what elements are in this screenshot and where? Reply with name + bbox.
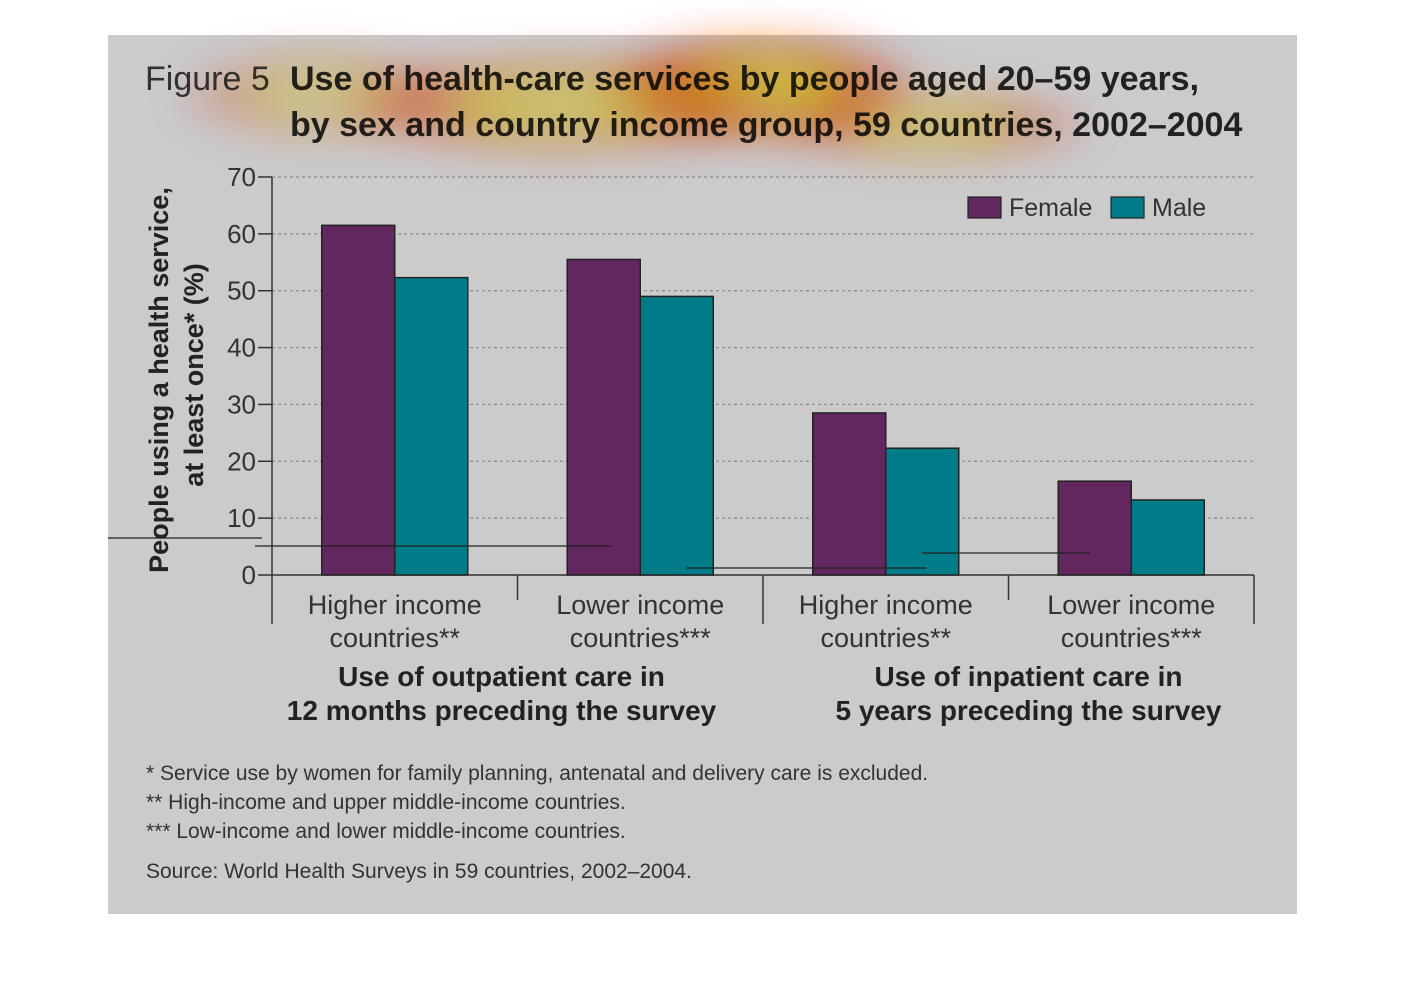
bars: [321, 224, 1205, 576]
legend-swatch-female: [967, 196, 1002, 219]
group-label: 12 months preceding the survey: [287, 695, 717, 726]
x-category-label: Lower income: [556, 590, 724, 620]
bar-male: [394, 276, 469, 576]
legend-swatch-male: [1110, 196, 1145, 219]
x-category-label: countries**: [329, 623, 460, 653]
legend: Female Male: [967, 194, 1206, 222]
title-line-1: Use of health-care services by people ag…: [290, 60, 1199, 98]
bar-female: [812, 412, 887, 576]
y-tick-label: 0: [242, 560, 256, 590]
group-label: Use of outpatient care in: [338, 661, 665, 692]
legend-label-female: Female: [1009, 194, 1092, 222]
footnote-3: *** Low-income and lower middle-income c…: [146, 820, 626, 843]
y-axis-label-line-1: People using a health service,: [144, 187, 174, 573]
x-category-label: countries**: [820, 623, 951, 653]
x-category-label: countries***: [1061, 623, 1203, 653]
footnotes: * Service use by women for family planni…: [146, 762, 928, 883]
axes: 0 10 20 30 40 50 60 70: [227, 162, 1255, 624]
bar-male: [885, 447, 960, 576]
y-tick-label: 40: [227, 333, 256, 363]
group-label: 5 years preceding the survey: [836, 695, 1222, 726]
legend-label-male: Male: [1152, 194, 1206, 222]
y-axis-label-line-2: at least once* (%): [179, 263, 209, 487]
y-tick-label: 20: [227, 446, 256, 476]
y-tick-label: 10: [227, 503, 256, 533]
stray-lines: [108, 537, 1090, 569]
chart-title: Figure 5 Use of health-care services by …: [145, 60, 1242, 144]
x-category-label: Higher income: [308, 590, 482, 620]
y-tick-label: 60: [227, 219, 256, 249]
title-line-2: by sex and country income group, 59 coun…: [290, 106, 1242, 144]
bar-female: [1057, 480, 1132, 576]
bar-female: [566, 258, 641, 576]
y-tick-label: 30: [227, 389, 256, 419]
bar-male: [1130, 499, 1205, 576]
footnote-2: ** High-income and upper middle-income c…: [146, 791, 626, 814]
figure-label: Figure 5: [145, 60, 270, 98]
x-category-label: Lower income: [1047, 590, 1215, 620]
x-category-label: Higher income: [799, 590, 973, 620]
group-label: Use of inpatient care in: [874, 661, 1182, 692]
y-tick-label: 50: [227, 276, 256, 306]
footnote-1: * Service use by women for family planni…: [146, 762, 928, 785]
y-tick-label: 70: [227, 162, 256, 192]
bar-female: [321, 224, 396, 576]
x-category-label: countries***: [570, 623, 712, 653]
bar-male: [639, 295, 714, 576]
y-axis-label: People using a health service, at least …: [144, 187, 209, 573]
source-note: Source: World Health Surveys in 59 count…: [146, 860, 692, 883]
